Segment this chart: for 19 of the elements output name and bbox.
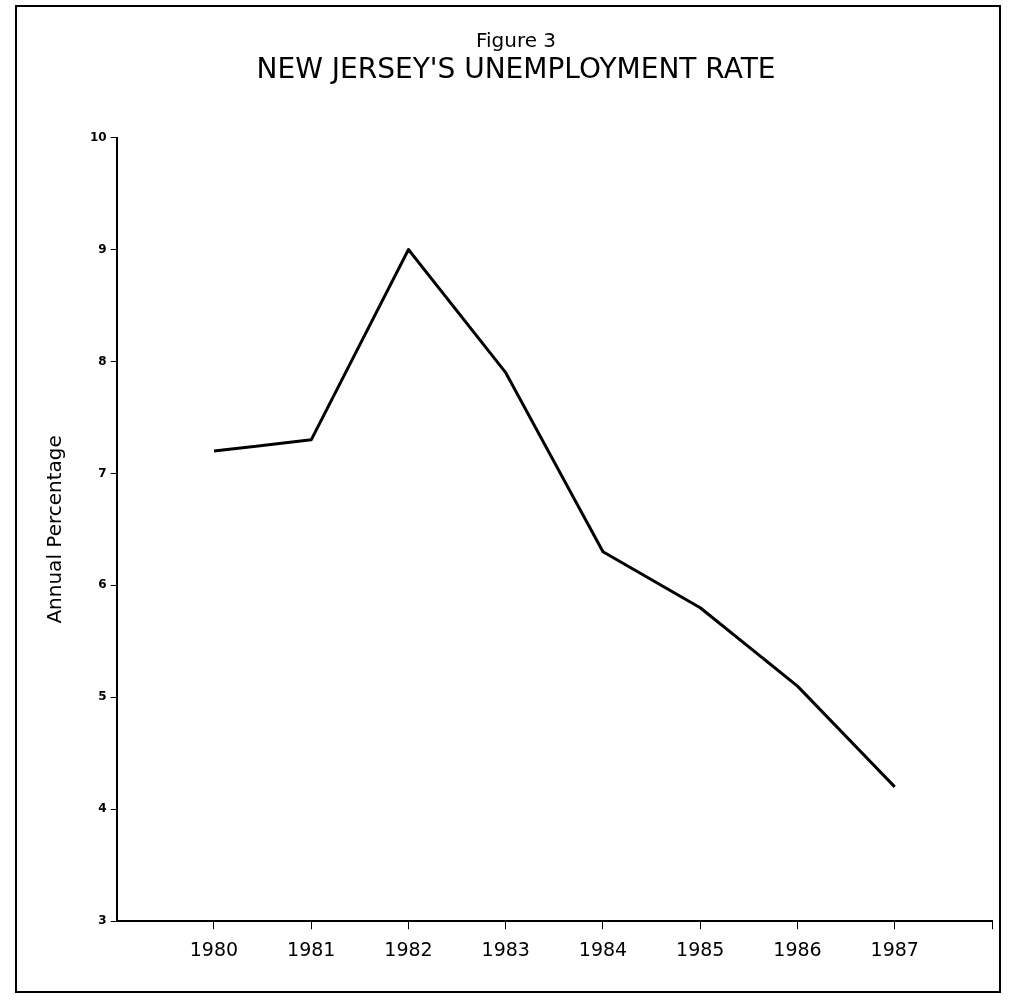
y-tick-label: 5	[98, 689, 107, 704]
y-tick-label: 6	[98, 577, 107, 592]
y-tick-label: 3	[98, 913, 107, 928]
x-tick-label: 1981	[287, 937, 336, 960]
y-tick-label: 8	[98, 353, 107, 368]
y-tick-label: 4	[98, 801, 107, 816]
chart-subtitle: NEW JERSEY'S UNEMPLOYMENT RATE	[256, 52, 776, 86]
x-tick-label: 1985	[676, 937, 725, 960]
x-tick-label: 1984	[578, 937, 628, 960]
x-tick-label: 1980	[189, 937, 239, 960]
chart-title: Figure 3	[475, 28, 557, 53]
y-tick-label: 7	[98, 465, 107, 480]
x-tick-label: 1983	[481, 937, 530, 960]
x-tick-label: 1986	[773, 937, 822, 960]
x-tick-label: 1982	[384, 937, 433, 960]
y-tick-label: 9	[98, 241, 107, 256]
x-tick-label: 1987	[870, 937, 919, 960]
y-axis-title: Annual Percentage	[42, 435, 67, 624]
y-tick-label: 10	[90, 129, 107, 144]
